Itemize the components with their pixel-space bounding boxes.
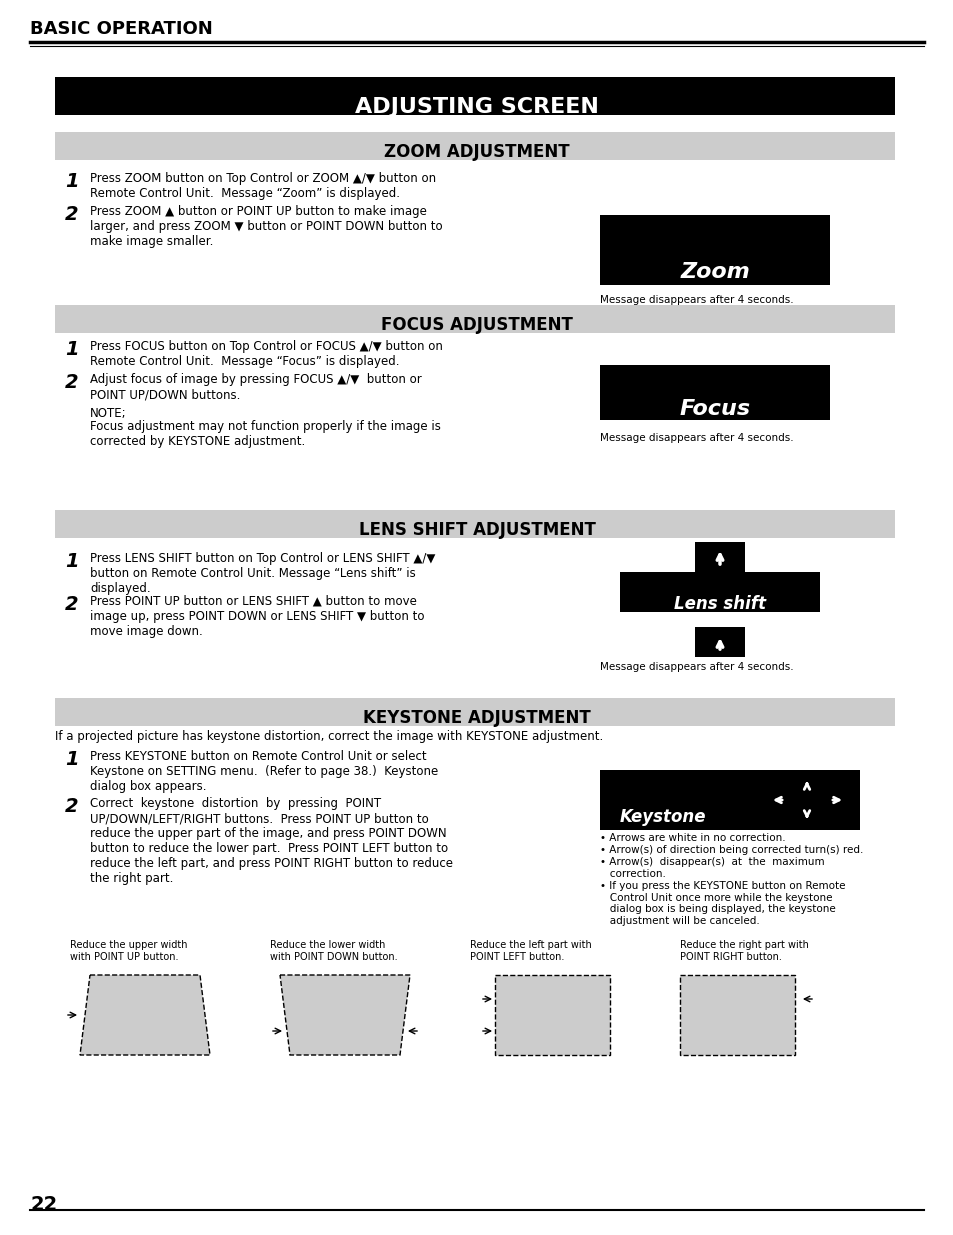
Bar [55, 132, 894, 161]
Polygon shape [495, 974, 609, 1055]
Text: Press POINT UP button or LENS SHIFT ▲ button to move
image up, press POINT DOWN : Press POINT UP button or LENS SHIFT ▲ bu… [90, 595, 424, 638]
Text: Press ZOOM ▲ button or POINT UP button to make image
larger, and press ZOOM ▼ bu: Press ZOOM ▲ button or POINT UP button t… [90, 205, 442, 248]
Text: • If you press the KEYSTONE button on Remote
   Control Unit once more while the: • If you press the KEYSTONE button on Re… [599, 881, 844, 926]
Text: 2: 2 [65, 373, 78, 391]
Text: • Arrow(s) of direction being corrected turn(s) red.: • Arrow(s) of direction being corrected … [599, 845, 862, 855]
Text: Focus adjustment may not function properly if the image is
corrected by KEYSTONE: Focus adjustment may not function proper… [90, 420, 440, 448]
Text: • Arrow(s)  disappear(s)  at  the  maximum
   correction.: • Arrow(s) disappear(s) at the maximum c… [599, 857, 823, 878]
Text: 1: 1 [65, 750, 78, 769]
Text: Reduce the left part with
POINT LEFT button.: Reduce the left part with POINT LEFT but… [470, 940, 591, 962]
Text: 2: 2 [65, 205, 78, 224]
Text: KEYSTONE ADJUSTMENT: KEYSTONE ADJUSTMENT [363, 709, 590, 727]
Bar [55, 510, 894, 538]
Text: Keystone: Keystone [619, 808, 706, 826]
Text: 1: 1 [65, 340, 78, 359]
Text: Press ZOOM button on Top Control or ZOOM ▲/▼ button on
Remote Control Unit.  Mes: Press ZOOM button on Top Control or ZOOM… [90, 172, 436, 200]
Bar [599, 215, 829, 285]
Text: 2: 2 [65, 595, 78, 614]
Text: Correct  keystone  distortion  by  pressing  POINT
UP/DOWN/LEFT/RIGHT buttons.  : Correct keystone distortion by pressing … [90, 797, 453, 885]
Text: If a projected picture has keystone distortion, correct the image with KEYSTONE : If a projected picture has keystone dist… [55, 730, 602, 743]
Text: Reduce the upper width
with POINT UP button.: Reduce the upper width with POINT UP but… [70, 940, 188, 962]
Text: Reduce the right part with
POINT RIGHT button.: Reduce the right part with POINT RIGHT b… [679, 940, 808, 962]
Text: 1: 1 [65, 172, 78, 191]
Text: LENS SHIFT ADJUSTMENT: LENS SHIFT ADJUSTMENT [358, 521, 595, 538]
Text: ZOOM ADJUSTMENT: ZOOM ADJUSTMENT [384, 143, 569, 161]
Bar [599, 366, 829, 420]
Bar [55, 698, 894, 726]
Polygon shape [679, 974, 794, 1055]
Text: Focus: Focus [679, 399, 750, 419]
Text: FOCUS ADJUSTMENT: FOCUS ADJUSTMENT [380, 316, 573, 333]
Text: 22: 22 [30, 1195, 57, 1214]
Bar [599, 769, 859, 830]
Bar [695, 542, 744, 572]
Text: Message disappears after 4 seconds.: Message disappears after 4 seconds. [599, 295, 793, 305]
Text: ADJUSTING SCREEN: ADJUSTING SCREEN [355, 98, 598, 117]
Text: Message disappears after 4 seconds.: Message disappears after 4 seconds. [599, 662, 793, 672]
Bar [619, 572, 820, 613]
Text: Adjust focus of image by pressing FOCUS ▲/▼  button or
POINT UP/DOWN buttons.: Adjust focus of image by pressing FOCUS … [90, 373, 421, 401]
Text: 2: 2 [65, 797, 78, 816]
Text: Lens shift: Lens shift [673, 595, 765, 613]
Bar [55, 305, 894, 333]
Text: Press FOCUS button on Top Control or FOCUS ▲/▼ button on
Remote Control Unit.  M: Press FOCUS button on Top Control or FOC… [90, 340, 442, 368]
Text: Press KEYSTONE button on Remote Control Unit or select
Keystone on SETTING menu.: Press KEYSTONE button on Remote Control … [90, 750, 437, 793]
Text: • Arrows are white in no correction.: • Arrows are white in no correction. [599, 832, 785, 844]
Text: Message disappears after 4 seconds.: Message disappears after 4 seconds. [599, 433, 793, 443]
Text: BASIC OPERATION: BASIC OPERATION [30, 20, 213, 38]
Bar [55, 77, 894, 115]
Text: Reduce the lower width
with POINT DOWN button.: Reduce the lower width with POINT DOWN b… [270, 940, 397, 962]
Text: 1: 1 [65, 552, 78, 571]
Bar [695, 627, 744, 657]
Text: NOTE;: NOTE; [90, 408, 127, 420]
Polygon shape [80, 974, 210, 1055]
Polygon shape [280, 974, 410, 1055]
Text: Zoom: Zoom [679, 262, 749, 282]
Text: Press LENS SHIFT button on Top Control or LENS SHIFT ▲/▼
button on Remote Contro: Press LENS SHIFT button on Top Control o… [90, 552, 435, 595]
